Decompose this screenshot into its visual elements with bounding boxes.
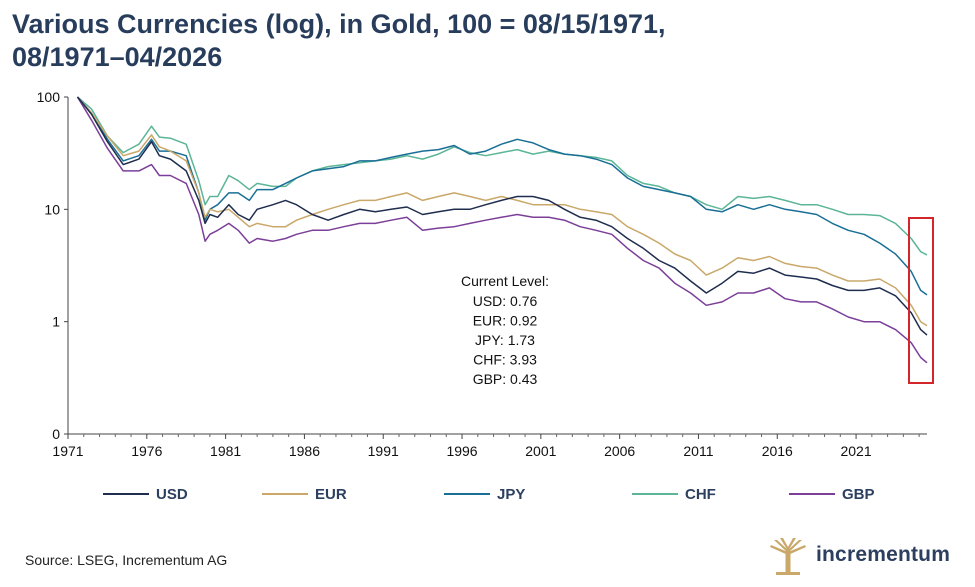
- current-level-value: USD: 0.76: [473, 293, 538, 309]
- legend-label-gbp: GBP: [842, 486, 875, 503]
- chart-title-line-2: 08/1971–04/2026: [12, 42, 223, 72]
- x-tick-label: 2011: [683, 443, 713, 459]
- legend-label-chf: CHF: [685, 486, 716, 503]
- x-tick-label: 2001: [525, 443, 556, 459]
- source-note: Source: LSEG, Incrementum AG: [25, 552, 228, 568]
- chart-title-line-1: Various Currencies (log), in Gold, 100 =…: [12, 9, 666, 39]
- logo-wordmark: incrementum: [816, 543, 951, 566]
- x-tick-label: 1981: [210, 443, 241, 459]
- x-tick-label: 1991: [368, 443, 399, 459]
- current-level-value: EUR: 0.92: [473, 313, 538, 329]
- incrementum-logo: incrementum: [768, 537, 968, 577]
- legend-label-jpy: JPY: [497, 486, 525, 503]
- current-level-annotation: Current Level: USD: 0.76 EUR: 0.92 JPY: 1.7…: [461, 217, 934, 387]
- y-tick-label: 0: [52, 426, 60, 442]
- chart-series-lines: [76, 96, 928, 364]
- x-tick-label: 2016: [762, 443, 793, 459]
- x-tick-label: 1996: [446, 443, 477, 459]
- legend-label-eur: EUR: [315, 486, 347, 503]
- current-level-value: JPY: 1.73: [475, 332, 535, 348]
- series-line-eur: [76, 96, 928, 327]
- highlight-box: [908, 217, 934, 384]
- y-tick-label: 100: [37, 89, 61, 105]
- x-tick-label: 1971: [52, 443, 83, 459]
- series-line-chf: [77, 96, 928, 256]
- series-line-jpy: [76, 96, 928, 296]
- series-line-usd: [76, 96, 928, 336]
- chart-title: Various Currencies (log), in Gold, 100 =…: [12, 8, 962, 74]
- x-tick-label: 2021: [840, 443, 871, 459]
- tree-logo-icon: [770, 538, 806, 575]
- series-line-gbp: [76, 96, 928, 364]
- current-level-heading: Current Level:: [461, 273, 549, 289]
- x-tick-label: 2006: [604, 443, 635, 459]
- chart-legend: USD EUR JPY CHF GBP: [103, 486, 875, 503]
- current-level-value: CHF: 3.93: [473, 352, 537, 368]
- current-level-value: GBP: 0.43: [473, 371, 538, 387]
- y-tick-label: 10: [44, 201, 60, 217]
- legend-label-usd: USD: [156, 486, 188, 503]
- y-tick-label: 1: [52, 314, 60, 330]
- x-tick-label: 1976: [131, 443, 162, 459]
- x-tick-label: 1986: [289, 443, 320, 459]
